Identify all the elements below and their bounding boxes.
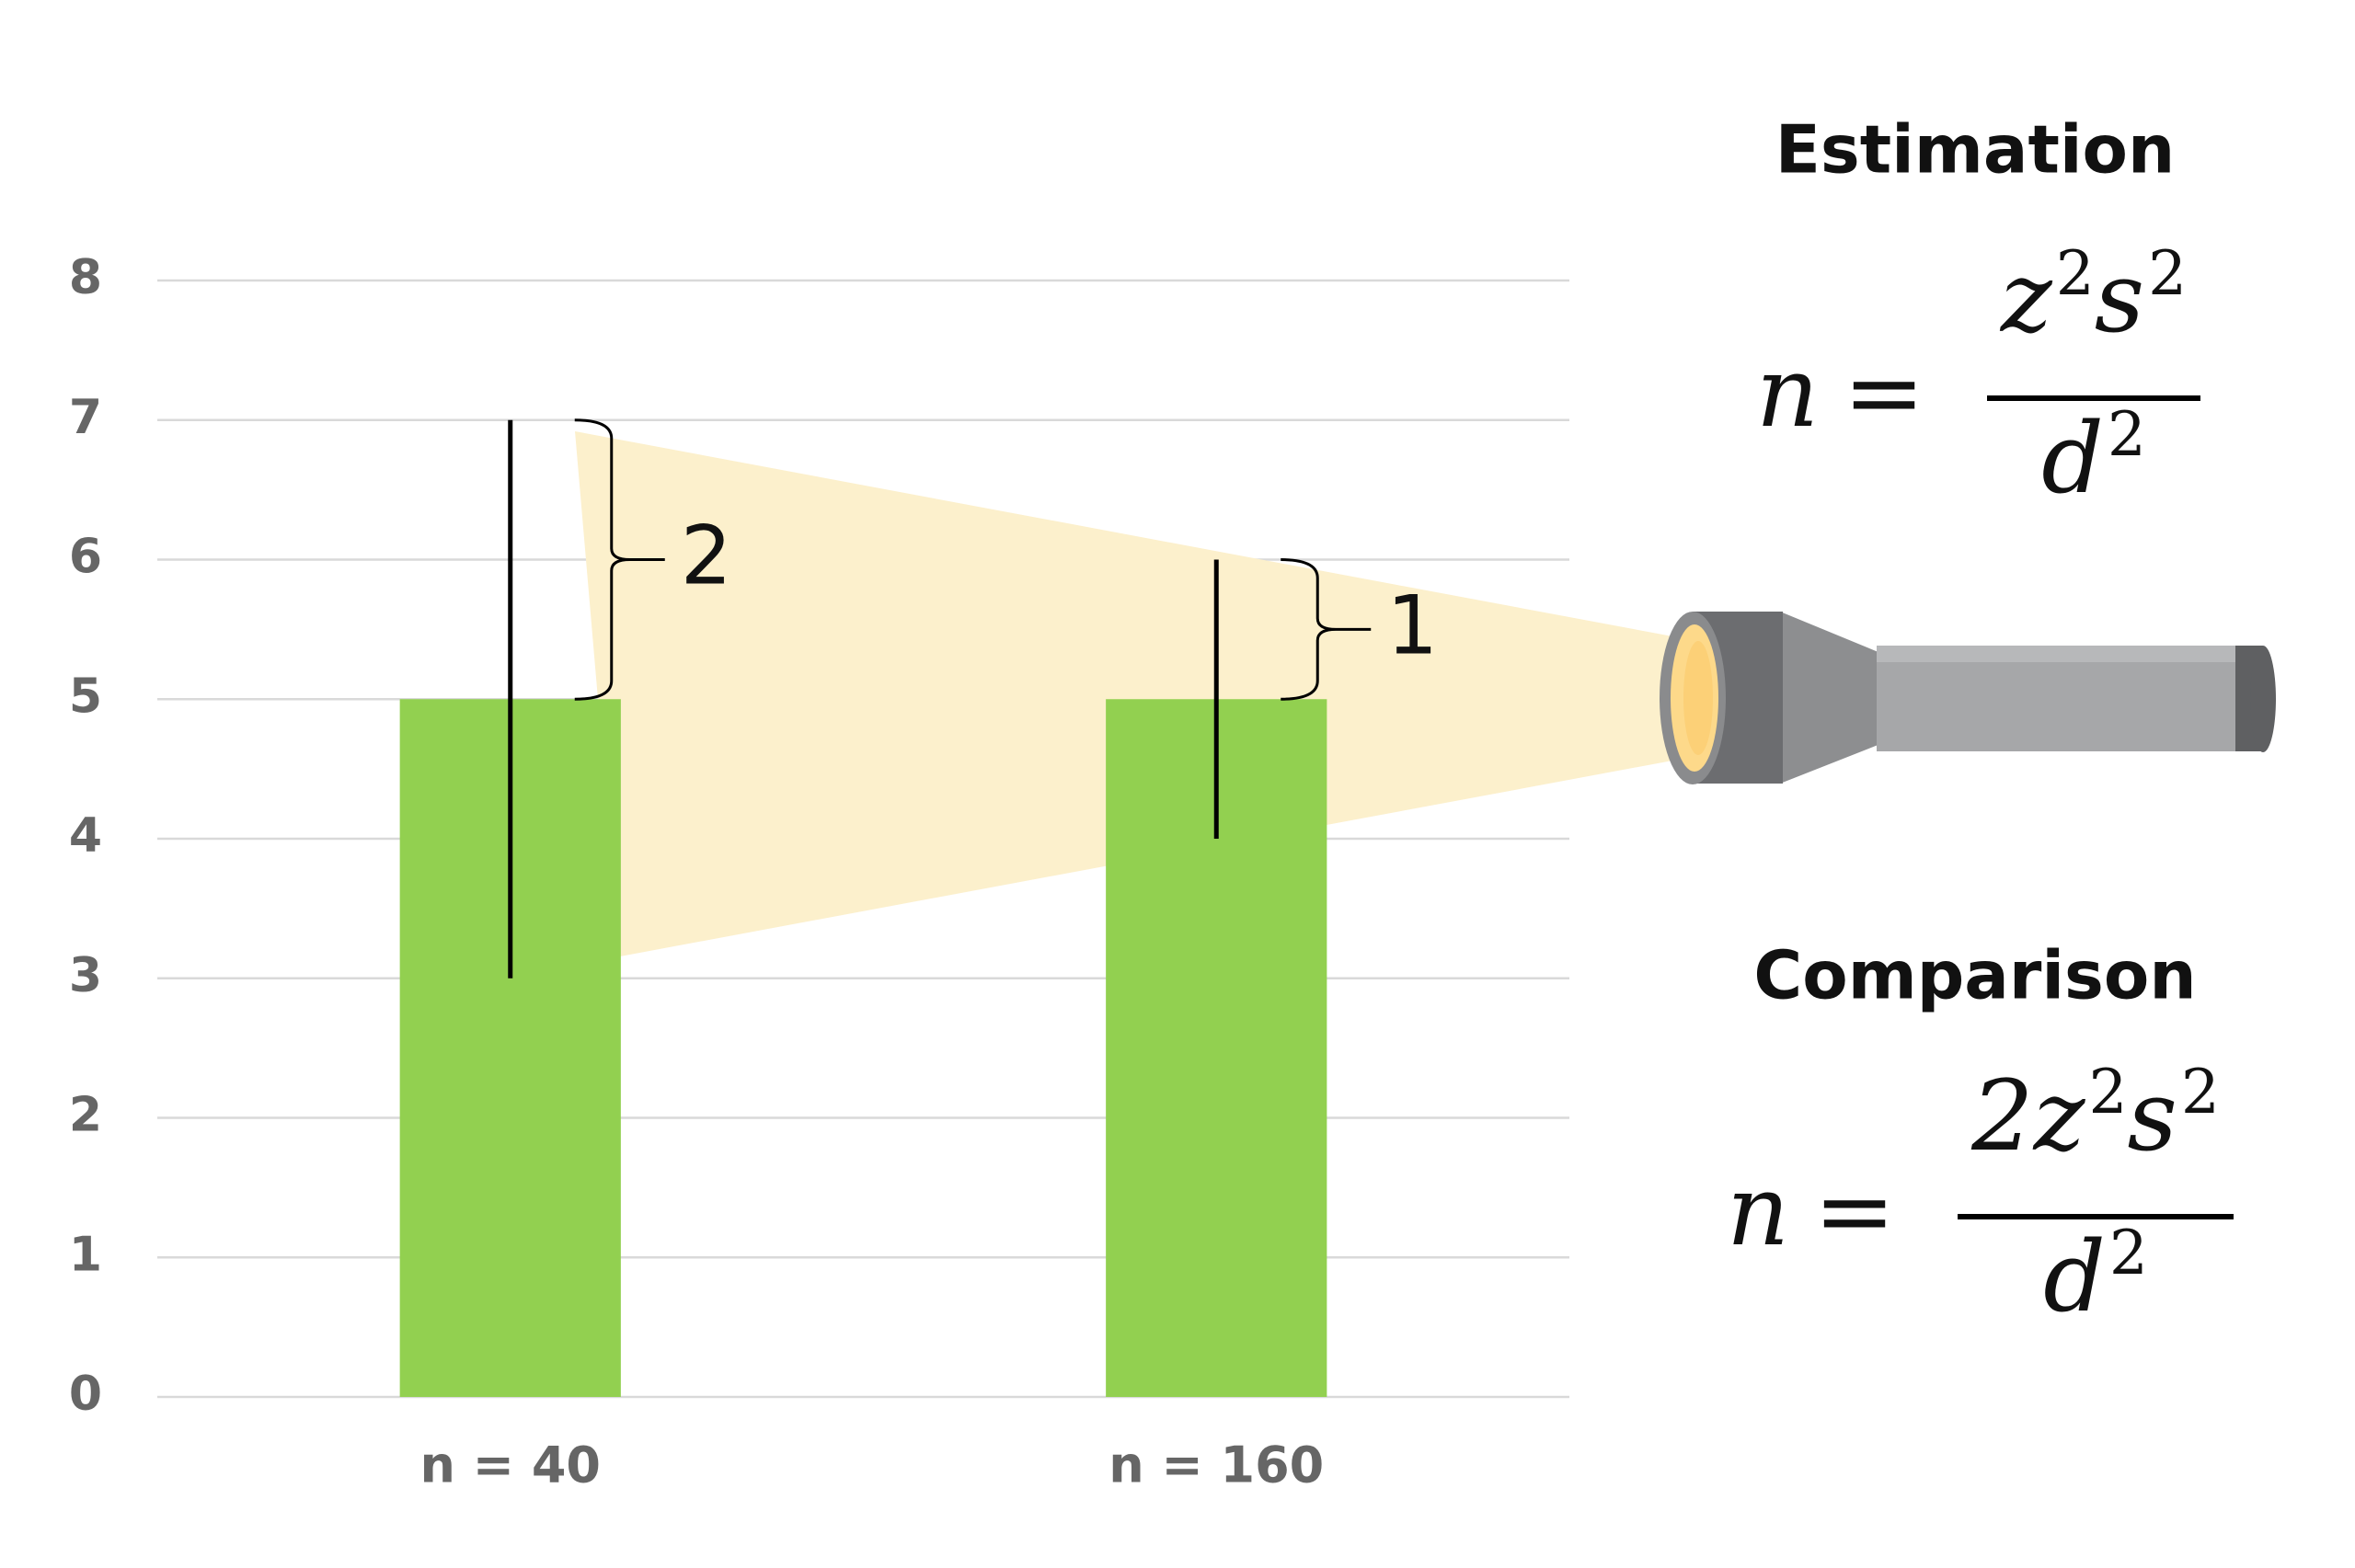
math-base: z	[1999, 241, 2053, 354]
y-tick-label: 4	[69, 808, 102, 864]
math-sup: 2	[2148, 238, 2187, 309]
math-base: 2z	[1970, 1059, 2085, 1173]
formula-eq: =	[1814, 1154, 1896, 1267]
y-tick-label: 2	[69, 1088, 102, 1143]
formula-title: Estimation	[1775, 111, 2176, 189]
x-tick-label: n = 40	[420, 1436, 601, 1494]
math-sup: 2	[2108, 399, 2146, 470]
formula-title: Comparison	[1753, 937, 2196, 1014]
grid: 0 1 2 3 4 5 6 7 8	[69, 250, 1569, 1422]
error-label: 2	[681, 508, 732, 602]
numerator: z2s2	[1999, 238, 2187, 354]
y-tick-label: 6	[69, 530, 102, 585]
marks: n = 40 2 n = 160 1	[399, 418, 1438, 1494]
error-label: 1	[1386, 578, 1438, 672]
x-tick-label: n = 160	[1109, 1436, 1324, 1494]
math-base: s	[2095, 241, 2144, 354]
math-sup: 2	[2109, 1218, 2148, 1288]
bracket	[574, 418, 665, 701]
formula-lhs: n	[1756, 336, 1819, 449]
denominator: d2	[2041, 399, 2146, 515]
light-beam	[575, 431, 1683, 956]
math-base: d	[2043, 1220, 2106, 1333]
y-tick-label: 1	[69, 1227, 102, 1282]
math-base: d	[2041, 402, 2104, 515]
y-tick-label: 5	[69, 669, 102, 724]
y-tick-label: 3	[69, 948, 102, 1003]
y-tick-label: 7	[69, 390, 102, 445]
bracket	[1281, 558, 1372, 701]
math-base: s	[2127, 1059, 2177, 1173]
y-tick-label: 8	[69, 250, 102, 305]
flashlight	[1660, 612, 2276, 784]
denominator: d2	[2043, 1218, 2148, 1333]
math-sup: 2	[2088, 1057, 2127, 1127]
formula-lhs: n	[1727, 1154, 1789, 1267]
formula-eq: =	[1844, 336, 1925, 449]
y-tick-label: 0	[69, 1367, 102, 1422]
math-sup: 2	[2056, 238, 2095, 309]
numerator: 2z2s2	[1970, 1057, 2220, 1173]
math-sup: 2	[2181, 1057, 2220, 1127]
